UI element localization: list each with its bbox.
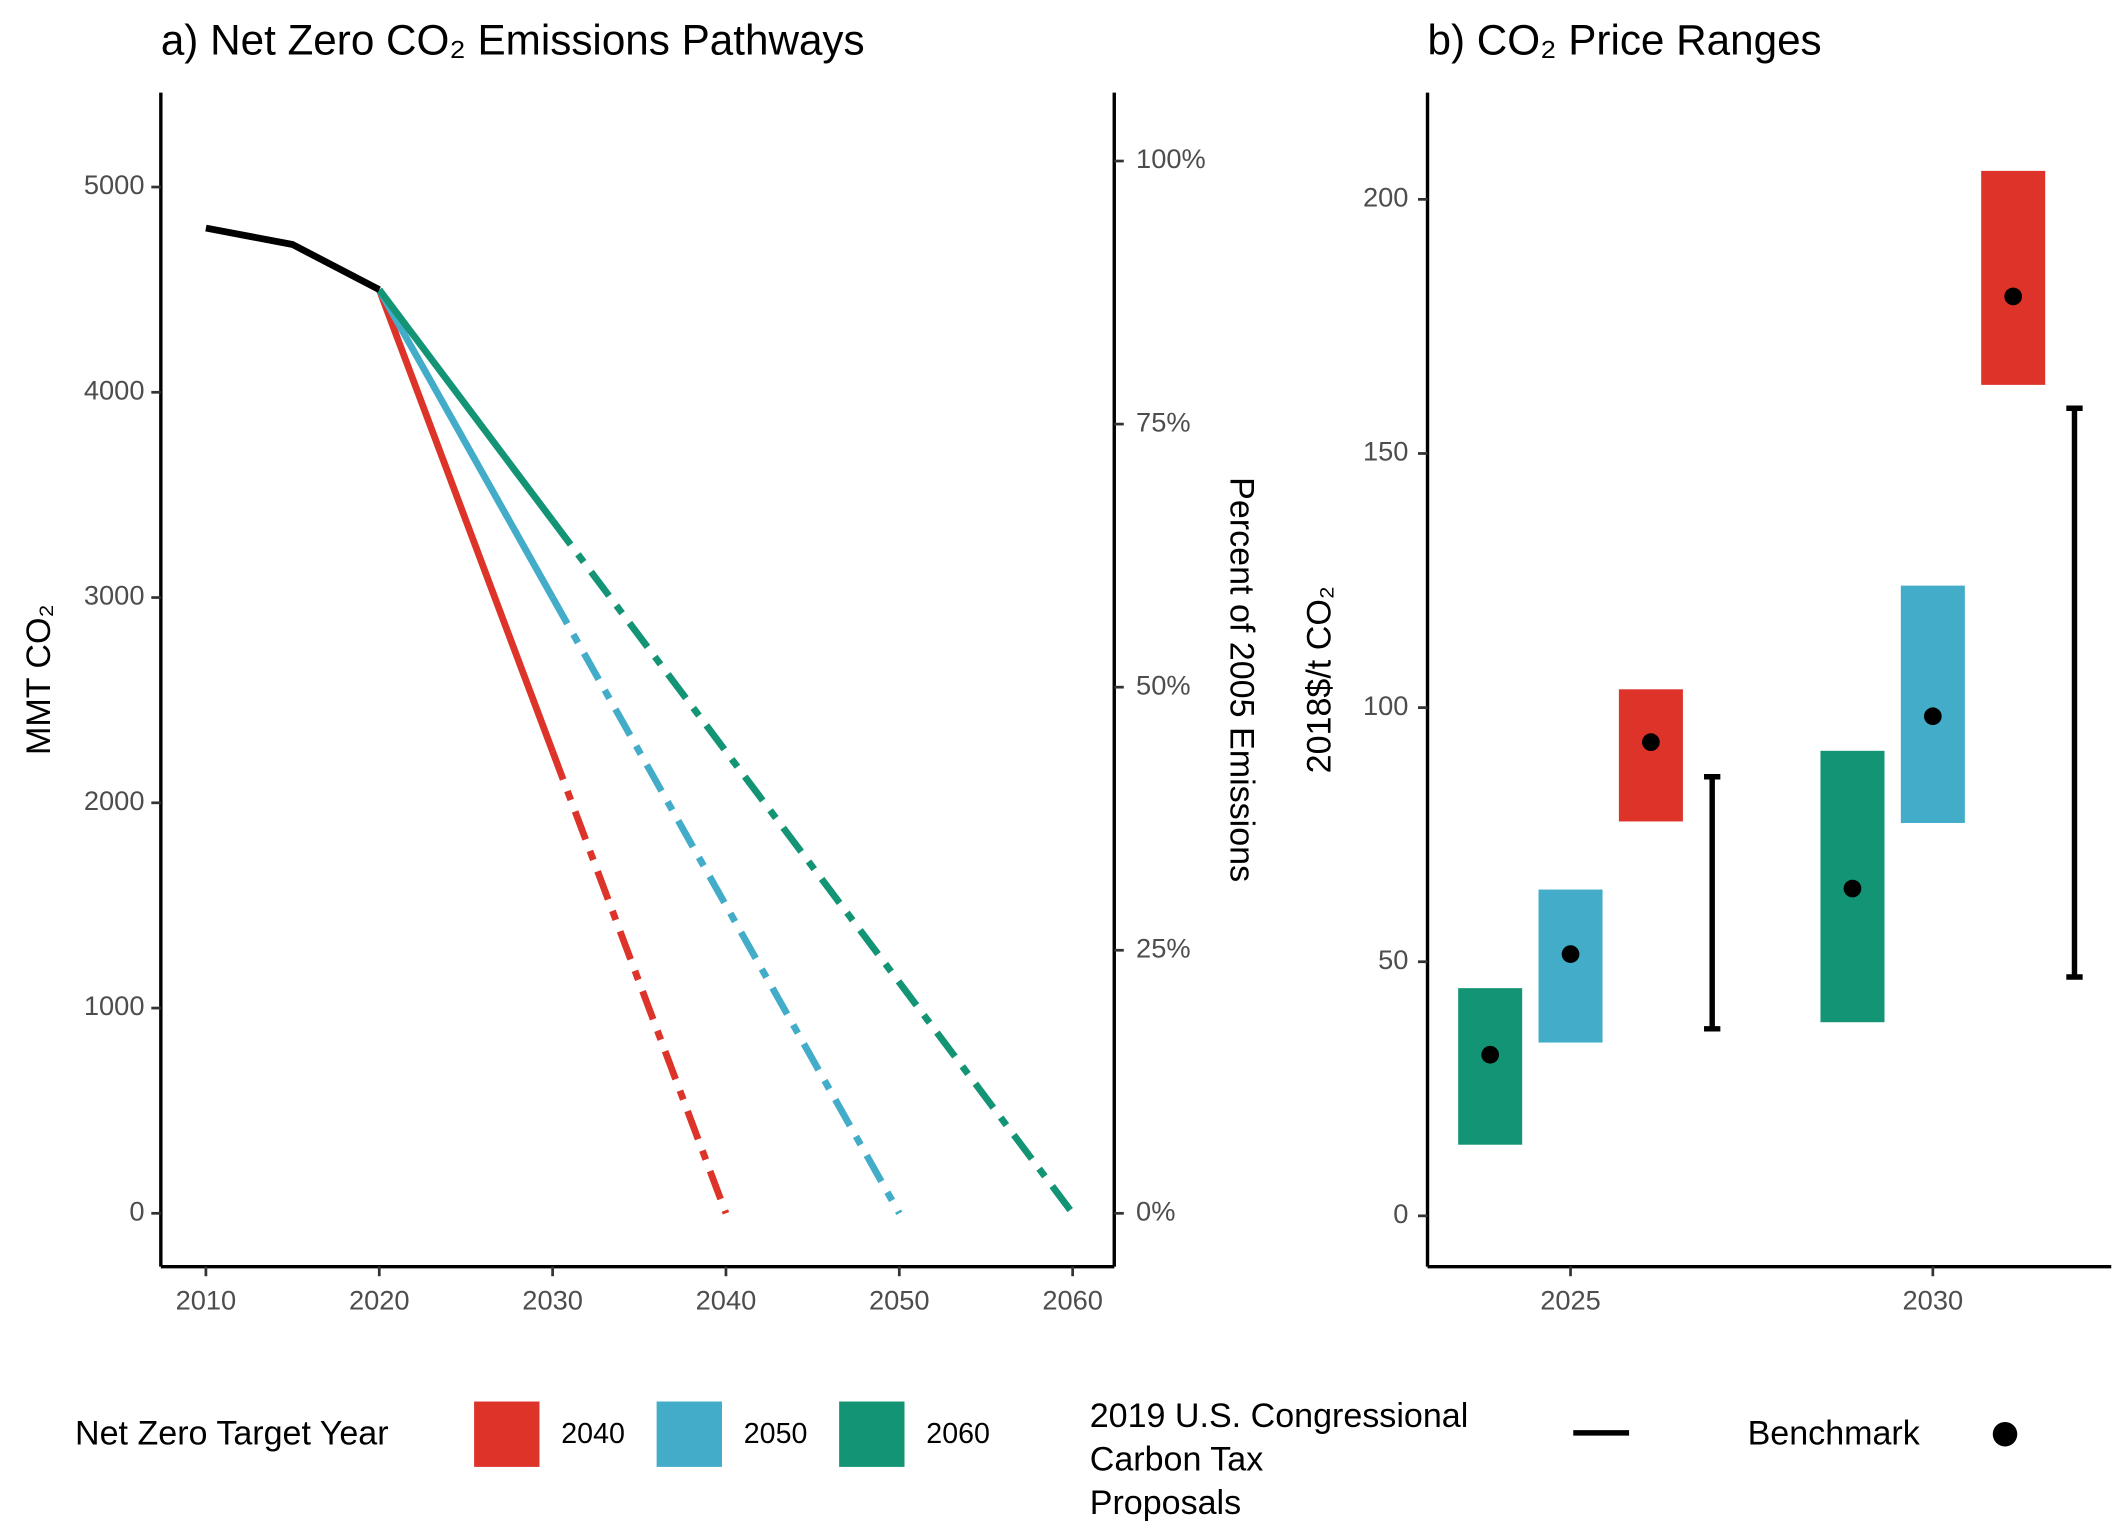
legend-label: 2050: [744, 1418, 808, 1450]
x-tick-label: 2030: [1903, 1284, 1964, 1315]
y2-tick-label: 0%: [1136, 1196, 1175, 1227]
line-segment: [549, 518, 1076, 1216]
x-tick-label: 2025: [1540, 1284, 1601, 1315]
y-tick-label: 0: [129, 1196, 144, 1227]
y-tick-label: 0: [1393, 1198, 1408, 1229]
y2-axis-label: Percent of 2005 Emissions: [1223, 477, 1261, 882]
chart-title: b) CO₂ Price Ranges: [1428, 17, 1822, 64]
line-segment: [376, 287, 556, 523]
x-tick-label: 2040: [696, 1284, 757, 1315]
benchmark-dot: [1923, 707, 1942, 726]
y-tick-label: 4000: [84, 374, 145, 405]
history-line: [205, 224, 381, 293]
x-tick-label: 2020: [349, 1284, 410, 1315]
line-segment: [376, 288, 556, 753]
y-tick-label: 1000: [84, 990, 145, 1021]
legend-label: 2040: [561, 1418, 625, 1450]
range-bar: [1981, 170, 2046, 385]
legend-symbol: [1992, 1421, 2018, 1447]
range-bar: [1458, 988, 1523, 1145]
legend-title: Net Zero Target Year: [75, 1415, 389, 1453]
range-bar: [1538, 889, 1603, 1043]
legend-label: 2060: [926, 1418, 990, 1450]
y-axis-label: MMT CO₂: [20, 604, 58, 755]
y2-tick-label: 25%: [1136, 932, 1191, 963]
y-tick-label: 100: [1363, 690, 1408, 721]
range-bar: [1900, 585, 1965, 823]
x-tick-label: 2060: [1042, 1284, 1103, 1315]
legend-swatch: [839, 1401, 905, 1467]
x-tick-label: 2030: [522, 1284, 583, 1315]
x-tick-label: 2050: [869, 1284, 930, 1315]
y-tick-label: 200: [1363, 182, 1408, 213]
y2-tick-label: 100%: [1136, 143, 1206, 174]
legend-label: Proposals: [1090, 1484, 1241, 1522]
y2-tick-label: 75%: [1136, 406, 1191, 437]
y-tick-label: 150: [1363, 436, 1408, 467]
x-tick-label: 2010: [176, 1284, 237, 1315]
range-bar: [1618, 689, 1683, 822]
line-segment: [376, 287, 556, 600]
benchmark-dot: [1843, 879, 1862, 898]
legend-swatch: [474, 1401, 540, 1467]
benchmark-dot: [1481, 1045, 1500, 1064]
benchmark-dot: [1561, 945, 1580, 963]
legend-swatch: [656, 1401, 722, 1467]
benchmark-dot: [1642, 733, 1660, 752]
y-tick-label: 3000: [84, 580, 145, 611]
chart-title: a) Net Zero CO₂ Emissions Pathways: [161, 17, 865, 64]
y-tick-label: 50: [1378, 944, 1408, 975]
benchmark-dot: [2004, 287, 2023, 306]
y-axis-label: 2018$/t CO₂: [1300, 586, 1338, 773]
y2-tick-label: 50%: [1136, 669, 1191, 700]
y-tick-label: 2000: [84, 785, 145, 816]
legend-label: Benchmark: [1748, 1415, 1921, 1453]
line-segment: [549, 750, 730, 1215]
line-segment: [549, 595, 903, 1215]
legend-label: Carbon Tax: [1090, 1440, 1264, 1478]
legend-label: 2019 U.S. Congressional: [1090, 1397, 1469, 1435]
y-tick-label: 5000: [84, 169, 145, 200]
